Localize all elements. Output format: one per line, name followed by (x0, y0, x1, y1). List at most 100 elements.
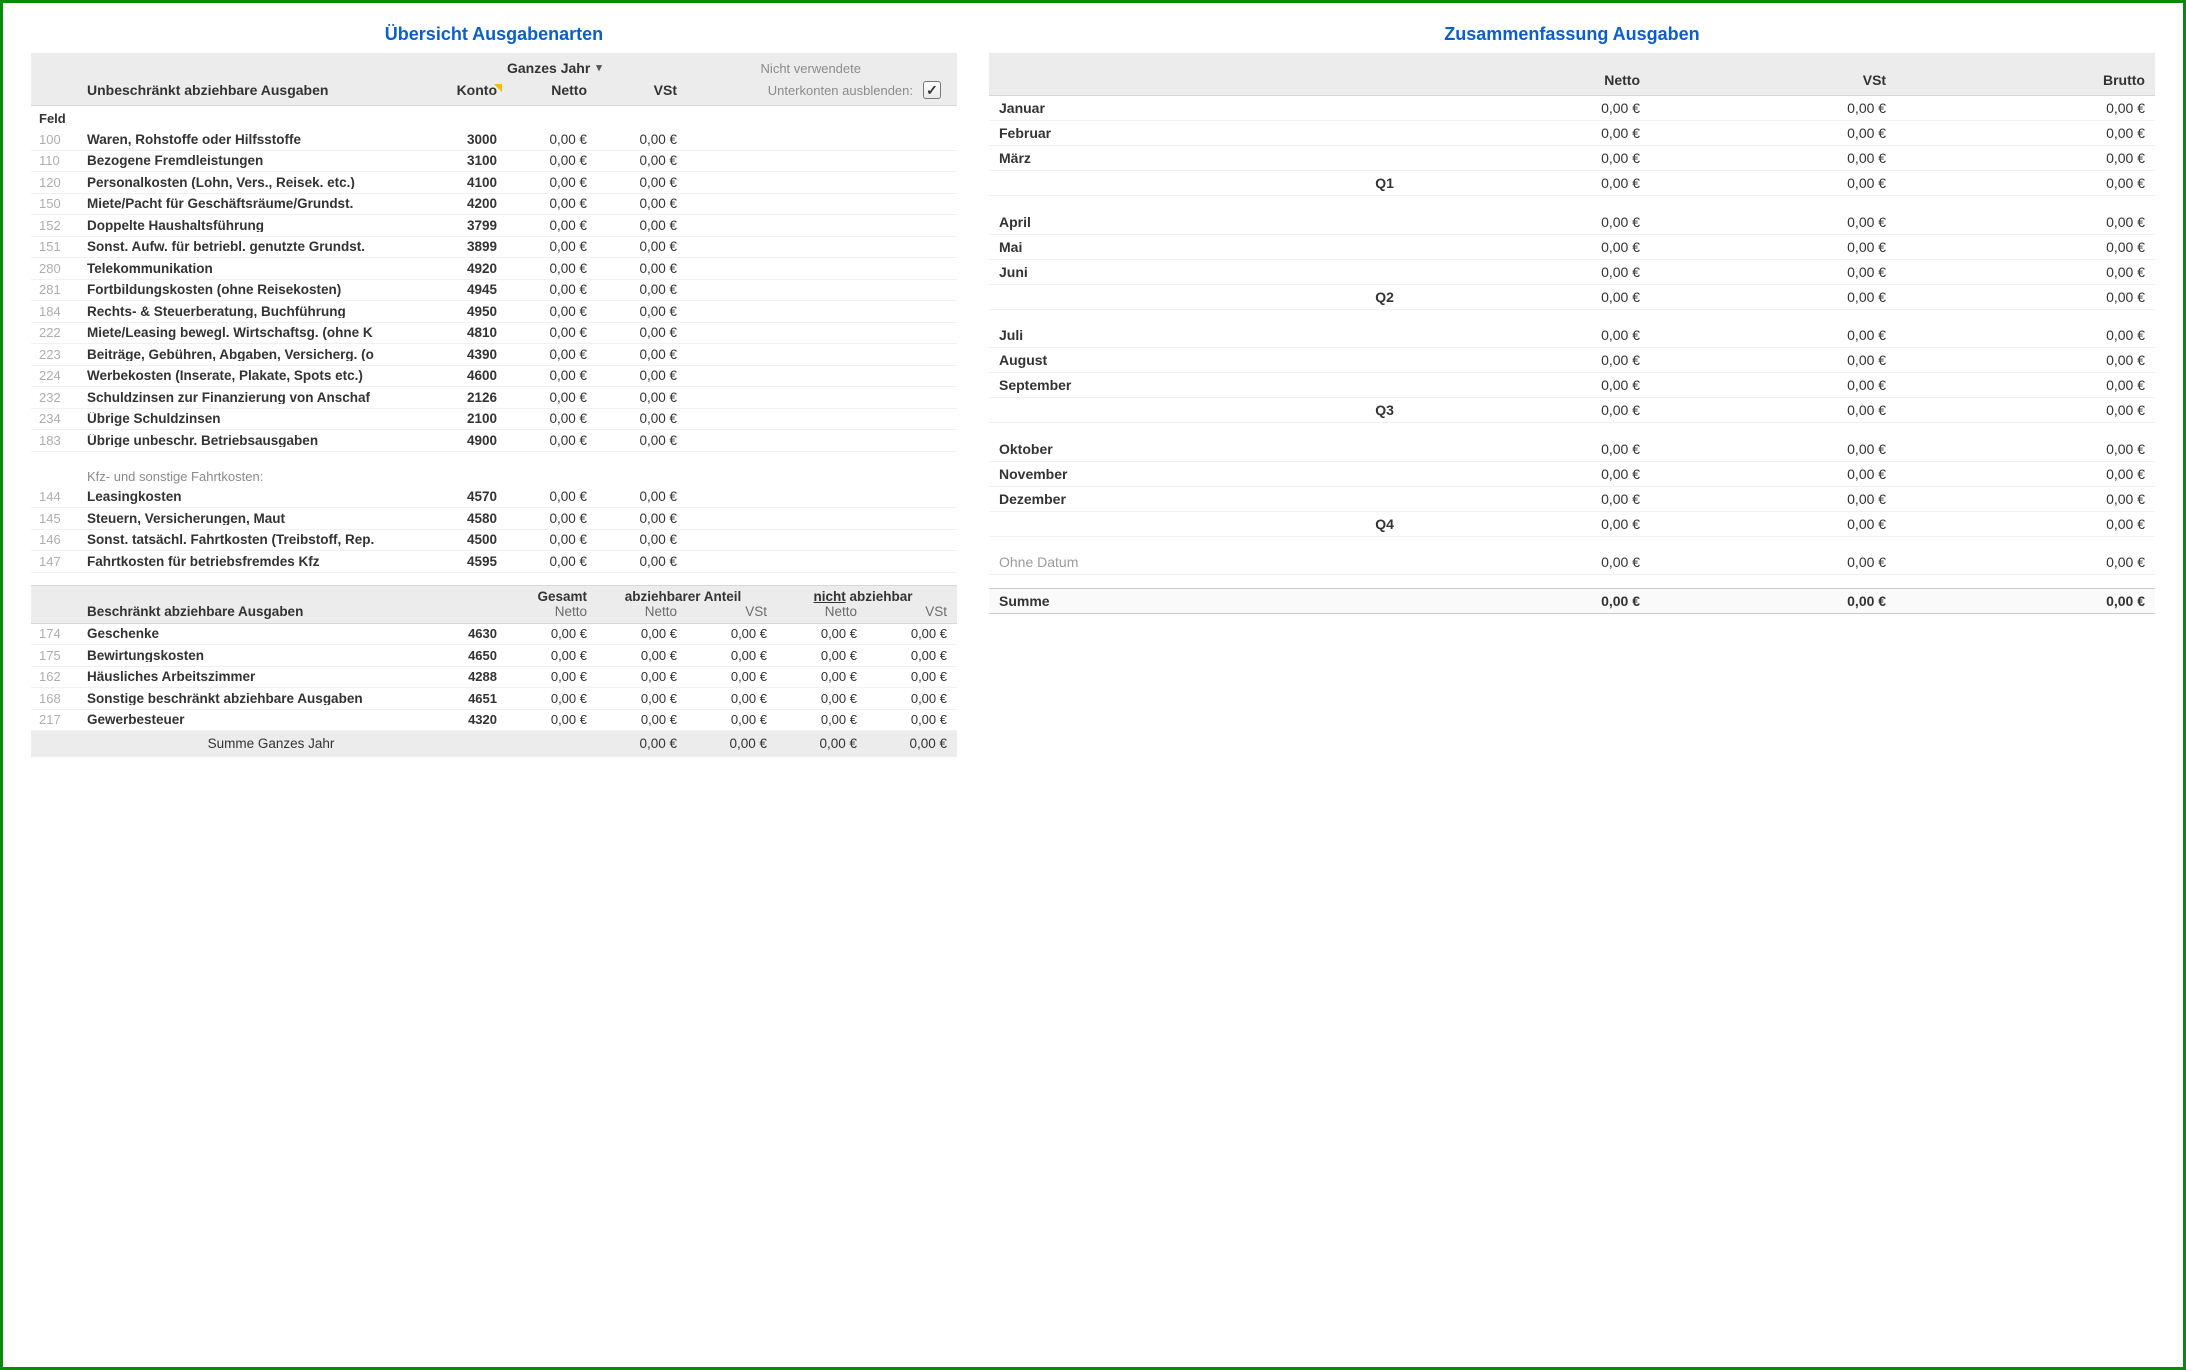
row-name: Miete/Pacht für Geschäftsräume/Grundst. (87, 197, 425, 211)
table-row[interactable]: 100Waren, Rohstoffe oder Hilfsstoffe3000… (31, 129, 957, 151)
quarter-row[interactable]: Q30,00 €0,00 €0,00 € (989, 398, 2155, 423)
table-row[interactable]: 120Personalkosten (Lohn, Vers., Reisek. … (31, 172, 957, 194)
row-vst: 0,00 € (593, 490, 683, 504)
row-label: September (989, 373, 1404, 398)
row-konto: 3000 (425, 133, 503, 147)
table-row[interactable]: 146Sonst. tatsächl. Fahrtkosten (Treibst… (31, 530, 957, 552)
table-row[interactable]: 150Miete/Pacht für Geschäftsräume/Grunds… (31, 194, 957, 216)
table-row[interactable]: 232Schuldzinsen zur Finanzierung von Ans… (31, 387, 957, 409)
row-code: 145 (39, 512, 87, 525)
month-row[interactable]: September0,00 €0,00 €0,00 € (989, 373, 2155, 398)
table-row[interactable]: 183Übrige unbeschr. Betriebsausgaben4900… (31, 430, 957, 452)
row-name: Leasingkosten (87, 490, 425, 504)
row-konto: 4945 (425, 283, 503, 297)
row-n5: 0,00 € (863, 627, 953, 640)
no-date-row[interactable]: Ohne Datum0,00 €0,00 €0,00 € (989, 550, 2155, 575)
row-netto: 0,00 € (1404, 96, 1650, 121)
month-row[interactable]: November0,00 €0,00 €0,00 € (989, 461, 2155, 486)
row-netto: 0,00 € (1404, 589, 1650, 614)
month-row[interactable]: August0,00 €0,00 €0,00 € (989, 348, 2155, 373)
row-brutto: 0,00 € (1896, 398, 2155, 423)
table-row[interactable]: 147Fahrtkosten für betriebsfremdes Kfz45… (31, 551, 957, 573)
col-netto: Netto (503, 83, 593, 97)
sum-col-empty (989, 53, 1404, 96)
row-netto: 0,00 € (1404, 259, 1650, 284)
vehicle-caption: Kfz- und sonstige Fahrtkosten: (31, 452, 957, 487)
sub-netto-2: Netto (593, 605, 683, 619)
row-name: Beiträge, Gebühren, Abgaben, Versicherg.… (87, 348, 425, 362)
row-code: 183 (39, 434, 87, 447)
row-vst: 0,00 € (1650, 96, 1896, 121)
table-row[interactable]: 110Bezogene Fremdleistungen31000,00 €0,0… (31, 151, 957, 173)
row-code: 100 (39, 133, 87, 146)
month-row[interactable]: März0,00 €0,00 €0,00 € (989, 146, 2155, 171)
hide-subaccounts-label: Unterkonten ausblenden: (683, 84, 923, 97)
row-vst: 0,00 € (593, 412, 683, 426)
table-row[interactable]: 224Werbekosten (Inserate, Plakate, Spots… (31, 366, 957, 388)
row-netto: 0,00 € (503, 219, 593, 233)
row-name: Bezogene Fremdleistungen (87, 154, 425, 168)
total-row[interactable]: Summe0,00 €0,00 €0,00 € (989, 589, 2155, 614)
table-row[interactable]: 223Beiträge, Gebühren, Abgaben, Versiche… (31, 344, 957, 366)
table-row[interactable]: 162Häusliches Arbeitszimmer42880,00 €0,0… (31, 667, 957, 689)
table-row[interactable]: 281Fortbildungskosten (ohne Reisekosten)… (31, 280, 957, 302)
feld-label: Feld (31, 106, 957, 129)
row-konto: 4200 (425, 197, 503, 211)
table-row[interactable]: 280Telekommunikation49200,00 €0,00 € (31, 258, 957, 280)
month-row[interactable]: Februar0,00 €0,00 €0,00 € (989, 121, 2155, 146)
group-nicht-abziehbar: nicht abziehbar (773, 590, 953, 604)
table-row[interactable]: 184Rechts- & Steuerberatung, Buchführung… (31, 301, 957, 323)
table-row[interactable]: 217Gewerbesteuer43200,00 €0,00 €0,00 €0,… (31, 710, 957, 732)
row-vst: 0,00 € (1650, 398, 1896, 423)
row-n4: 0,00 € (773, 627, 863, 640)
table-row[interactable]: 222Miete/Leasing bewegl. Wirtschaftsg. (… (31, 323, 957, 345)
row-vst: 0,00 € (593, 133, 683, 147)
month-row[interactable]: Mai0,00 €0,00 €0,00 € (989, 234, 2155, 259)
row-name: Sonstige beschränkt abziehbare Ausgaben (87, 692, 425, 706)
period-dropdown[interactable]: Ganzes Jahr ▾ (507, 61, 602, 75)
month-row[interactable]: Januar0,00 €0,00 €0,00 € (989, 96, 2155, 121)
row-n1: 0,00 € (503, 670, 593, 683)
period-label: Ganzes Jahr (507, 61, 590, 75)
row-name: Sonst. tatsächl. Fahrtkosten (Treibstoff… (87, 533, 425, 547)
row-code: 168 (39, 692, 87, 705)
expense-types-panel: Ganzes Jahr ▾ Nicht verwendete Unbeschrä… (31, 53, 957, 757)
table-row[interactable]: 152Doppelte Haushaltsführung37990,00 €0,… (31, 215, 957, 237)
row-name: Übrige unbeschr. Betriebsausgaben (87, 434, 425, 448)
month-row[interactable]: Oktober0,00 €0,00 €0,00 € (989, 437, 2155, 462)
month-row[interactable]: Juli0,00 €0,00 €0,00 € (989, 323, 2155, 348)
quarter-row[interactable]: Q40,00 €0,00 €0,00 € (989, 511, 2155, 536)
month-row[interactable]: April0,00 €0,00 €0,00 € (989, 210, 2155, 235)
row-netto: 0,00 € (1404, 121, 1650, 146)
table-row[interactable]: 151Sonst. Aufw. für betriebl. genutzte G… (31, 237, 957, 259)
row-vst: 0,00 € (1650, 171, 1896, 196)
row-netto: 0,00 € (503, 283, 593, 297)
table-row[interactable]: 168Sonstige beschränkt abziehbare Ausgab… (31, 688, 957, 710)
table-row[interactable]: 234Übrige Schuldzinsen21000,00 €0,00 € (31, 409, 957, 431)
row-n2: 0,00 € (593, 627, 683, 640)
quarter-row[interactable]: Q20,00 €0,00 €0,00 € (989, 284, 2155, 309)
row-code: 223 (39, 348, 87, 361)
table-row[interactable]: 144Leasingkosten45700,00 €0,00 € (31, 487, 957, 509)
row-netto: 0,00 € (1404, 146, 1650, 171)
sum-row: Summe Ganzes Jahr 0,00 € 0,00 € 0,00 € 0… (31, 731, 957, 757)
sum-n4: 0,00 € (773, 737, 863, 751)
row-brutto: 0,00 € (1896, 511, 2155, 536)
hide-subaccounts-checkbox[interactable]: ✓ (923, 81, 941, 99)
row-brutto: 0,00 € (1896, 96, 2155, 121)
row-konto: 4600 (425, 369, 503, 383)
row-name: Steuern, Versicherungen, Maut (87, 512, 425, 526)
row-label: Januar (989, 96, 1404, 121)
table-row[interactable]: 174Geschenke46300,00 €0,00 €0,00 €0,00 €… (31, 624, 957, 646)
row-n3: 0,00 € (683, 692, 773, 705)
month-row[interactable]: Juni0,00 €0,00 €0,00 € (989, 259, 2155, 284)
row-netto: 0,00 € (503, 305, 593, 319)
table-row[interactable]: 145Steuern, Versicherungen, Maut45800,00… (31, 508, 957, 530)
quarter-row[interactable]: Q10,00 €0,00 €0,00 € (989, 171, 2155, 196)
row-code: 222 (39, 326, 87, 339)
row-vst: 0,00 € (593, 369, 683, 383)
month-row[interactable]: Dezember0,00 €0,00 €0,00 € (989, 486, 2155, 511)
row-brutto: 0,00 € (1896, 550, 2155, 575)
row-code: 110 (39, 154, 87, 167)
table-row[interactable]: 175Bewirtungskosten46500,00 €0,00 €0,00 … (31, 645, 957, 667)
